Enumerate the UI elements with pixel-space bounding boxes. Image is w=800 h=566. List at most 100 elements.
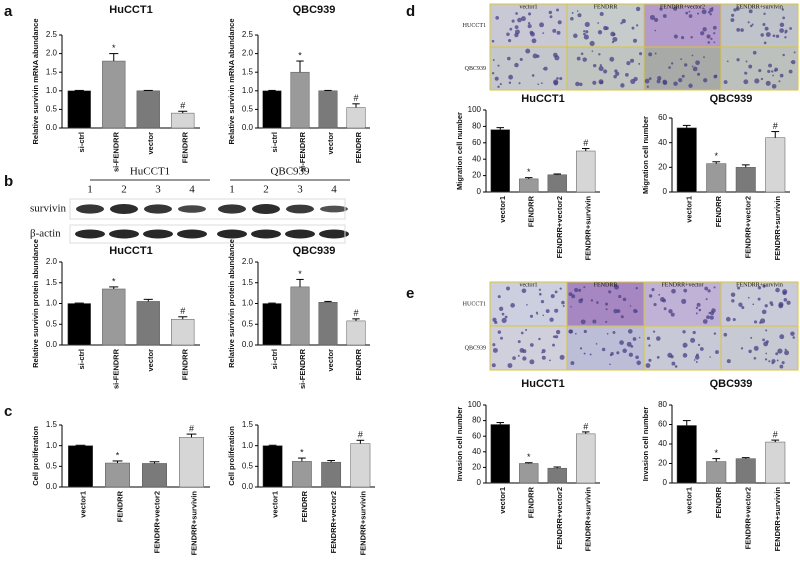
cell-dot [517, 354, 520, 357]
error-bar [178, 316, 188, 320]
cell-dot [730, 292, 736, 297]
x-tick-label: FENDRR+survivin [773, 487, 782, 552]
cell-dot [723, 80, 728, 85]
y-tick-label: 80 [658, 400, 667, 409]
cell-dot [583, 352, 586, 355]
cell-dot [784, 36, 787, 39]
cell-dot [519, 57, 523, 61]
y-tick-label: 40 [658, 439, 667, 448]
y-tick-label: 0.0 [46, 340, 58, 349]
cell-dot [573, 33, 578, 39]
significance-marker: # [180, 101, 185, 111]
cell-dot [627, 329, 633, 334]
blot-lane-label: 1 [87, 184, 93, 196]
x-tick-label: si-FENDRR [298, 348, 307, 389]
significance-marker: # [773, 429, 778, 439]
cell-dot [580, 52, 584, 56]
cell-dot [659, 7, 663, 11]
y-tick-label: 0.0 [46, 482, 58, 491]
blot-band [252, 204, 280, 214]
bar [171, 319, 195, 346]
blot-lane-label: 3 [297, 184, 303, 196]
cell-dot [695, 360, 698, 363]
cell-dot [553, 79, 559, 85]
cell-dot [648, 294, 653, 298]
cell-dot [622, 297, 627, 302]
cell-dot [497, 85, 500, 89]
cell-dot [662, 14, 667, 18]
cell-dot [747, 296, 750, 299]
cell-dot [597, 30, 603, 35]
cell-dot [492, 347, 498, 353]
cell-dot [707, 10, 711, 14]
error-bar [352, 318, 360, 321]
cell-dot [626, 61, 631, 66]
y-axis-label: Relative survivin protein abundance [227, 239, 236, 368]
cell-dot [771, 83, 777, 89]
significance-marker: # [583, 421, 588, 431]
cell-dot [695, 312, 698, 315]
cell-dot [751, 23, 754, 26]
cell-dot [579, 347, 583, 350]
y-axis-label: Relative survivin mRNA abundance [227, 18, 236, 144]
error-bar [581, 148, 590, 151]
cell-dot [707, 289, 711, 293]
cell-dot [790, 331, 795, 336]
cell-dot [635, 286, 638, 290]
cell-dot [620, 22, 623, 25]
cell-dot [541, 349, 546, 353]
x-tick-label: FENDRR [181, 131, 190, 163]
cell-dot [768, 63, 772, 68]
cell-dot [570, 16, 574, 21]
cell-dot [577, 13, 582, 18]
y-axis-label: Invasion cell number [641, 407, 650, 482]
cell-dot [688, 14, 693, 18]
blot-lane-label: 2 [121, 184, 127, 196]
micrograph-row-label: HUCCT1 [463, 23, 486, 29]
error-bar [741, 457, 750, 459]
cell-dot [712, 25, 717, 30]
cell-dot [529, 359, 535, 365]
y-tick-label: 0.0 [242, 123, 254, 132]
error-bar [496, 127, 505, 130]
cell-dot [508, 81, 512, 84]
cell-dot [529, 343, 534, 347]
cell-dot [580, 319, 586, 325]
cell-dot [680, 58, 683, 61]
bar [142, 463, 167, 488]
blot-band [286, 204, 314, 214]
cell-dot [691, 54, 694, 57]
cell-dot [793, 51, 796, 54]
cell-dot [620, 315, 624, 319]
cell-dot [506, 32, 510, 37]
cell-dot [545, 309, 550, 313]
bar [105, 462, 130, 488]
y-tick-label: 20 [658, 162, 667, 171]
cell-dot [782, 16, 786, 20]
cell-dot [576, 56, 581, 61]
cell-dot [778, 303, 784, 309]
error-bar [109, 286, 119, 289]
error-bar [741, 164, 750, 168]
x-tick-label: FENDRR+vector2 [555, 487, 564, 549]
cell-dot [535, 311, 538, 314]
cell-dot [639, 52, 643, 56]
cell-dot [771, 70, 774, 73]
cell-dot [772, 74, 775, 77]
error-bar [524, 177, 533, 179]
cell-dot [789, 27, 792, 30]
y-tick-label: 40 [472, 447, 481, 456]
cell-dot [626, 341, 632, 347]
cell-dot [683, 288, 688, 293]
cell-dot [745, 60, 748, 63]
cell-dot [792, 336, 796, 339]
cell-dot [645, 363, 651, 368]
blot-group-label: HuCCT1 [130, 166, 170, 178]
cell-dot [701, 9, 707, 15]
y-tick-label: 2.5 [46, 30, 58, 39]
cell-dot [656, 79, 661, 84]
blot-band [218, 204, 246, 214]
cell-dot [540, 82, 543, 85]
cell-dot [598, 66, 604, 72]
cell-dot [774, 67, 779, 72]
